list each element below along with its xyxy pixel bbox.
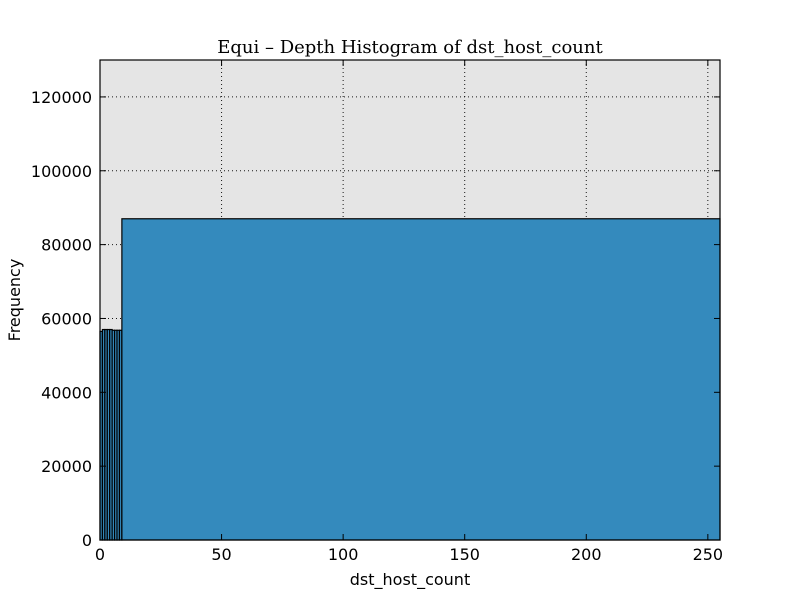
x-tick-label: 250 — [693, 545, 724, 564]
y-tick-label: 80000 — [41, 236, 92, 255]
bars-layer — [99, 218, 721, 541]
y-axis-label: Frequency — [5, 259, 24, 342]
x-tick-label: 200 — [571, 545, 602, 564]
x-axis-label: dst_host_count — [350, 570, 470, 590]
x-axis-ticks: 0 50 100 150 200 250 — [95, 60, 723, 564]
y-tick-label: 60000 — [41, 309, 92, 328]
y-axis-ticks: 0 20000 40000 60000 80000 100000 120000 — [31, 88, 720, 550]
y-tick-label: 100000 — [31, 162, 92, 181]
plot-frame — [99, 59, 721, 541]
x-tick-label: 50 — [211, 545, 231, 564]
x-tick-label: 0 — [95, 545, 105, 564]
y-tick-label: 120000 — [31, 88, 92, 107]
y-tick-label: 40000 — [41, 383, 92, 402]
x-tick-label: 150 — [449, 545, 480, 564]
y-tick-label: 0 — [82, 531, 92, 550]
chart-title: Equi – Depth Histogram of dst_host_count — [217, 37, 603, 58]
y-tick-label: 20000 — [41, 457, 92, 476]
histogram-bar — [121, 218, 721, 541]
x-tick-label: 100 — [328, 545, 359, 564]
